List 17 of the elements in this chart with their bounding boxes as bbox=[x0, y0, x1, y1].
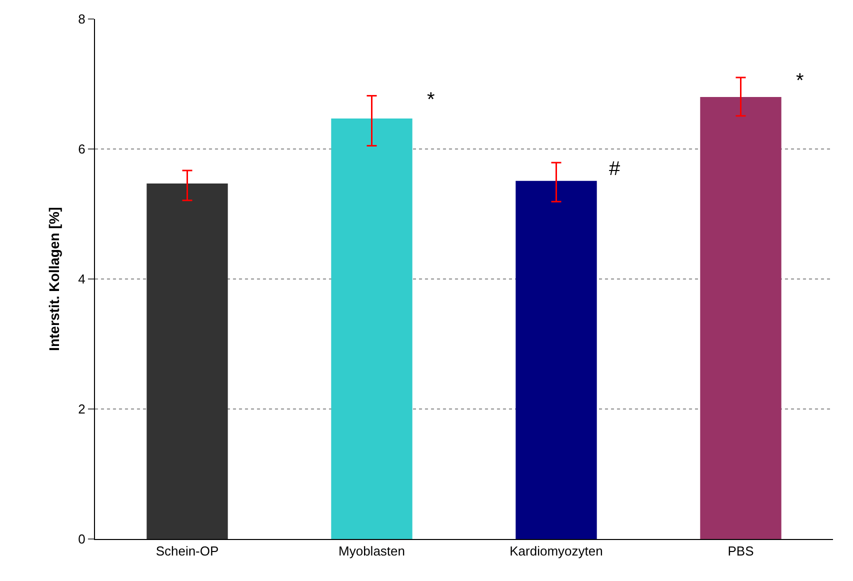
bar bbox=[146, 183, 228, 539]
y-axis-title: Interstit. Kollagen [%] bbox=[46, 207, 62, 351]
y-tick-label: 4 bbox=[78, 272, 86, 287]
annotation: * bbox=[427, 89, 435, 111]
x-tick-label: Schein-OP bbox=[156, 544, 219, 559]
x-tick-label: Myoblasten bbox=[338, 544, 405, 559]
bar bbox=[516, 180, 597, 539]
annotation: * bbox=[796, 70, 804, 92]
y-tick-label: 0 bbox=[78, 532, 86, 547]
y-tick-label: 2 bbox=[78, 402, 86, 417]
x-tick-label: PBS bbox=[728, 544, 754, 559]
x-tick-label: Kardiomyozyten bbox=[510, 544, 603, 559]
bar bbox=[331, 118, 412, 539]
bar bbox=[700, 97, 782, 539]
y-tick-label: 6 bbox=[78, 142, 86, 157]
annotation: # bbox=[609, 158, 621, 180]
y-tick-label: 8 bbox=[78, 12, 86, 27]
